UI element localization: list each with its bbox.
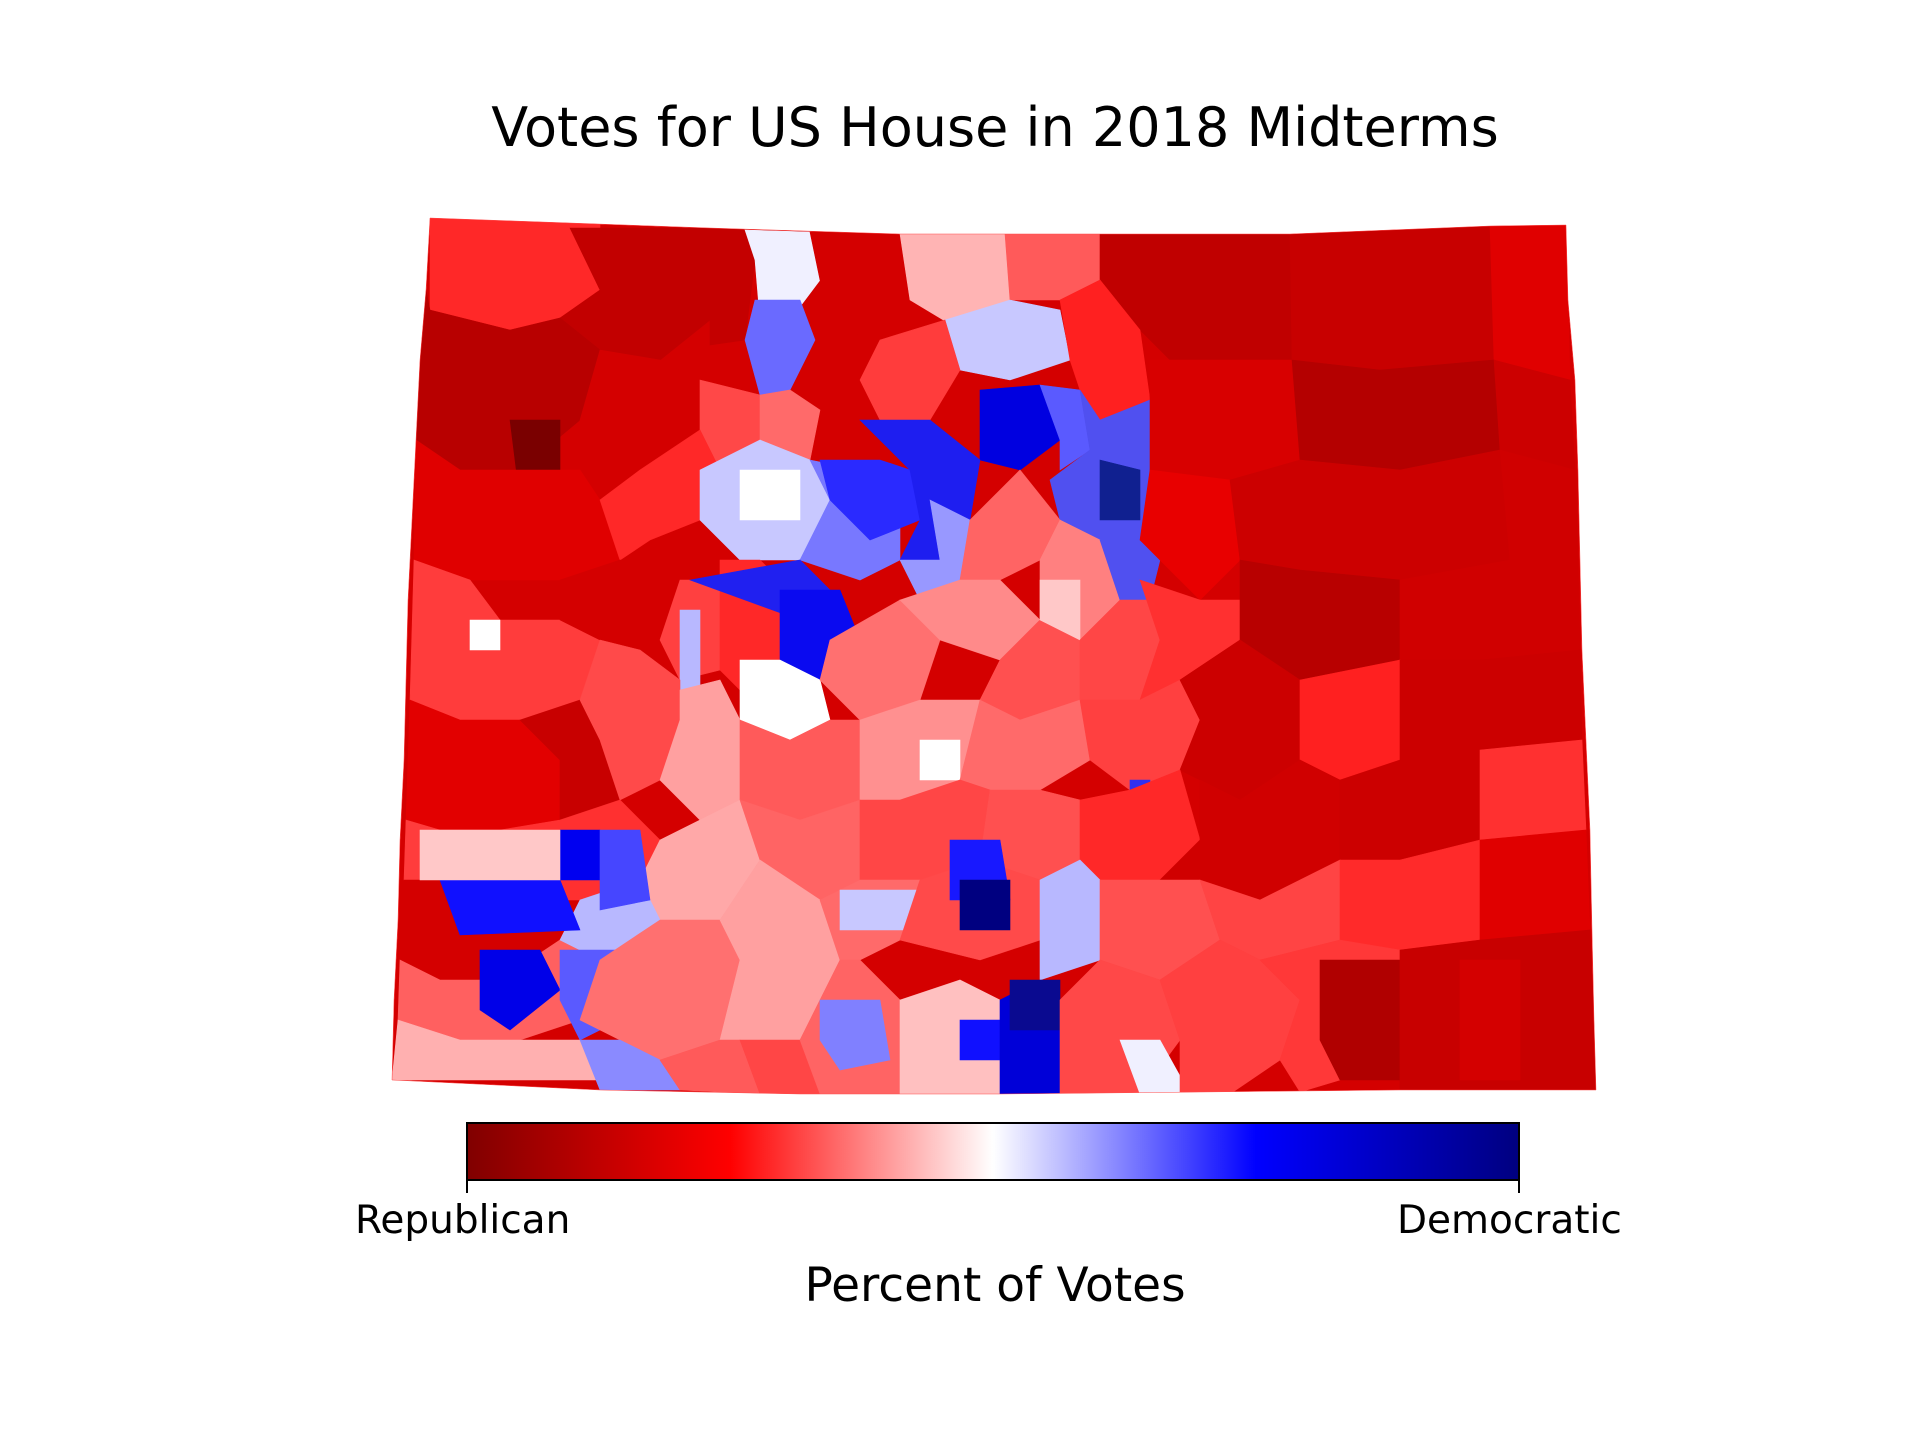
precinct-region <box>1299 659 1401 781</box>
precinct-region <box>1039 384 1091 471</box>
state-map <box>392 218 1596 1094</box>
precinct-region <box>419 829 561 881</box>
precinct-region <box>919 739 961 781</box>
precinct-region <box>739 469 801 521</box>
precinct-region <box>1099 459 1141 521</box>
colorbar-label-republican: Republican <box>355 1198 571 1243</box>
precinct-region <box>1459 959 1521 1081</box>
precinct-region <box>1399 559 1581 661</box>
precinct-region <box>979 384 1061 471</box>
precinct-region <box>1479 739 1587 841</box>
colorbar-title: Percent of Votes <box>804 1258 1186 1313</box>
colorbar-label-democratic: Democratic <box>1397 1198 1622 1243</box>
precinct-region <box>959 879 1011 931</box>
precinct-region <box>1229 449 1511 581</box>
precinct-region <box>759 389 821 461</box>
precinct-region <box>1291 359 1501 471</box>
precinct-region <box>679 609 701 691</box>
precinct-region <box>559 559 681 651</box>
precinct-layer <box>392 218 1596 1094</box>
map-title: Votes for US House in 2018 Midterms <box>491 96 1499 159</box>
precinct-region <box>479 949 561 1031</box>
precinct-region <box>599 829 651 911</box>
precinct-region <box>599 429 721 561</box>
precinct-region <box>1039 859 1101 981</box>
precinct-region <box>1009 979 1061 1031</box>
precinct-region <box>1149 359 1301 481</box>
precinct-region <box>559 829 601 881</box>
precinct-region <box>739 1039 821 1094</box>
colorbar <box>466 1122 1520 1181</box>
state-outline <box>391 217 1597 1095</box>
precinct-region <box>1479 829 1591 941</box>
precinct-region <box>1119 1039 1191 1094</box>
precinct-region <box>739 719 861 821</box>
precinct-region <box>469 619 501 651</box>
precinct-region <box>1489 224 1571 381</box>
precinct-region <box>819 999 891 1071</box>
precinct-region <box>1319 959 1401 1081</box>
precinct-region <box>439 879 581 936</box>
precinct-region <box>1289 225 1495 371</box>
